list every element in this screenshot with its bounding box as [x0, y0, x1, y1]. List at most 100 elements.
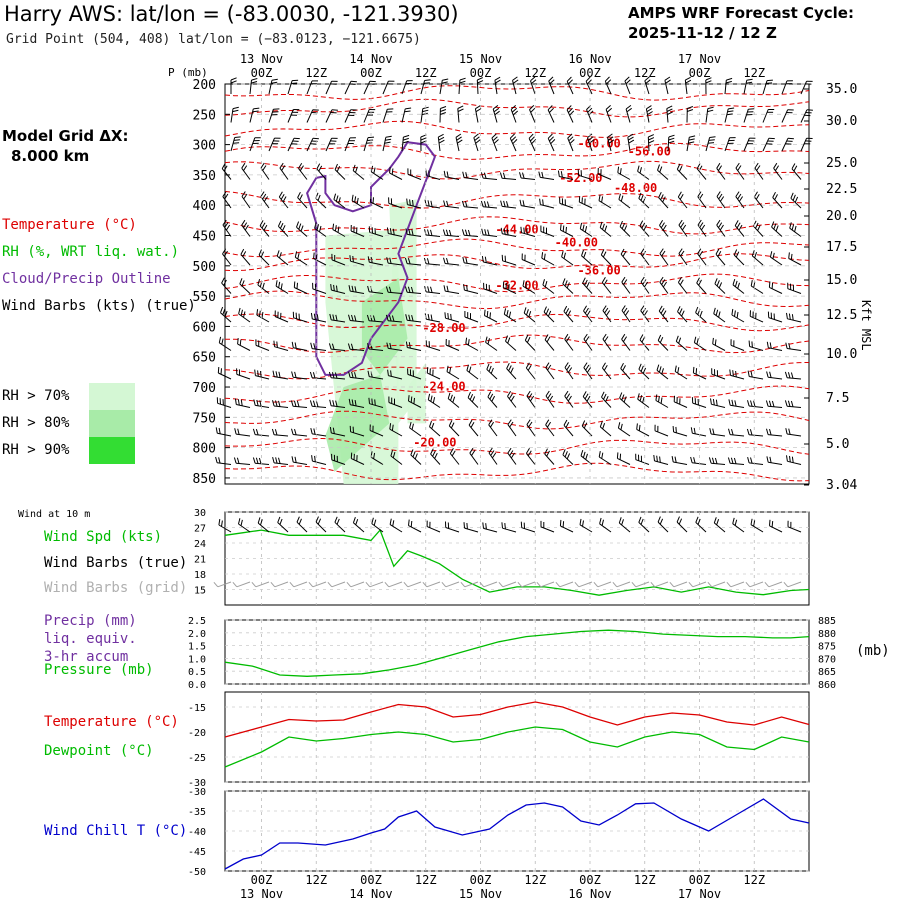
barb-shaft: [598, 456, 612, 465]
upper-wind-barb: [762, 137, 775, 152]
barb-flag: [221, 163, 226, 169]
barb-shaft: [540, 176, 555, 180]
upper-wind-barb: [462, 171, 479, 180]
upper-wind-barb: [420, 79, 431, 95]
barb-shaft: [464, 316, 479, 323]
barb-flag: [352, 164, 356, 171]
upper-wind-barb: [409, 421, 422, 437]
barb-flag: [335, 195, 339, 202]
barb-flag: [653, 454, 655, 461]
barb-flag: [580, 449, 584, 456]
upper-wind-barb: [541, 252, 555, 266]
barb-flag: [493, 139, 499, 144]
barb-flag: [488, 365, 492, 372]
barb-flag: [489, 421, 495, 428]
temp-ytick: -30: [188, 778, 206, 789]
barb-flag: [791, 224, 795, 231]
model-grid-value: 8.000 km: [11, 147, 90, 165]
barb-flag: [492, 136, 498, 142]
upper-wind-barb: [443, 170, 460, 180]
barb-flag: [707, 106, 714, 110]
grid-wind-barb: [384, 581, 403, 588]
barb-shaft: [732, 523, 745, 533]
barb-flag: [735, 191, 740, 197]
barb-flag: [470, 422, 475, 428]
model-grid-label: Model Grid ΔX: 8.000 km: [2, 126, 129, 166]
barb-shaft: [369, 403, 384, 408]
barb-flag: [348, 371, 351, 378]
barb-flag: [773, 223, 777, 230]
upper-wind-barb: [273, 340, 289, 351]
barb-flag: [389, 518, 392, 525]
barb-shaft: [762, 109, 769, 123]
upper-wind-barb: [566, 76, 574, 95]
upper-wind-barb: [747, 400, 764, 408]
barb-flag: [500, 200, 503, 207]
barb-shaft: [236, 433, 251, 437]
upper-wind-barb: [617, 422, 631, 437]
barb-flag: [622, 365, 626, 371]
barb-flag: [790, 372, 794, 379]
barb-flag: [528, 133, 534, 139]
isotherm-line: [224, 160, 810, 180]
isotherm-label: -36.00: [577, 263, 620, 277]
barb-flag: [260, 371, 262, 378]
barb-shaft: [666, 108, 669, 123]
barb-flag: [332, 314, 335, 321]
barb-flag: [587, 107, 593, 113]
top-hour-label: 12Z: [415, 66, 437, 80]
barb-flag: [503, 200, 506, 207]
barb-flag: [788, 428, 791, 435]
barb-flag: [271, 78, 278, 81]
barb-flag: [511, 136, 517, 142]
barb-shaft: [637, 398, 650, 408]
upper-wind-barb: [705, 77, 712, 95]
barb-shaft: [711, 581, 726, 588]
windchill-ytick: -45: [188, 847, 206, 858]
barb-flag: [733, 457, 737, 464]
barb-flag: [506, 201, 509, 208]
barb-flag: [707, 142, 715, 144]
barb-flag: [674, 456, 677, 463]
barb-flag: [488, 447, 493, 454]
barb-flag: [282, 225, 286, 231]
barb-flag: [726, 77, 733, 81]
barb-shaft: [445, 344, 460, 351]
barb-flag: [668, 137, 675, 141]
barb-flag: [586, 310, 591, 316]
barb-shaft: [713, 313, 726, 323]
upper-wind-barb: [290, 400, 308, 408]
barb-shaft: [344, 81, 352, 95]
barb-flag: [316, 314, 319, 321]
barb-flag: [602, 305, 607, 311]
barb-flag: [588, 136, 594, 141]
upper-wind-barb: [255, 339, 270, 351]
upper-wind-barb: [467, 391, 479, 408]
barb-shaft: [750, 285, 764, 294]
surface-wind-barb: [638, 516, 650, 533]
barb-flag: [508, 311, 512, 318]
barb-shaft: [331, 259, 346, 266]
barb-flag: [548, 395, 554, 402]
barb-flag: [389, 167, 391, 174]
barb-flag: [579, 222, 583, 229]
barb-shaft: [749, 315, 764, 323]
barb-flag: [731, 399, 734, 406]
barb-shaft: [502, 205, 517, 209]
barb-flag: [713, 517, 717, 524]
barb-flag: [331, 343, 335, 350]
barb-flag: [386, 342, 389, 349]
barb-shaft: [312, 405, 327, 408]
barb-flag: [582, 277, 586, 284]
upper-wind-barb: [291, 456, 308, 465]
upper-wind-barb: [627, 133, 635, 152]
barb-shaft: [274, 462, 289, 465]
barb-shaft: [678, 253, 688, 266]
barb-shaft: [334, 521, 346, 533]
barb-flag: [687, 109, 694, 112]
bottom-hour-label: 00Z: [251, 873, 273, 887]
barb-flag: [313, 313, 316, 320]
barb-flag: [643, 281, 649, 288]
barb-flag: [446, 171, 449, 178]
height-tick-label: 5.0: [826, 437, 849, 452]
